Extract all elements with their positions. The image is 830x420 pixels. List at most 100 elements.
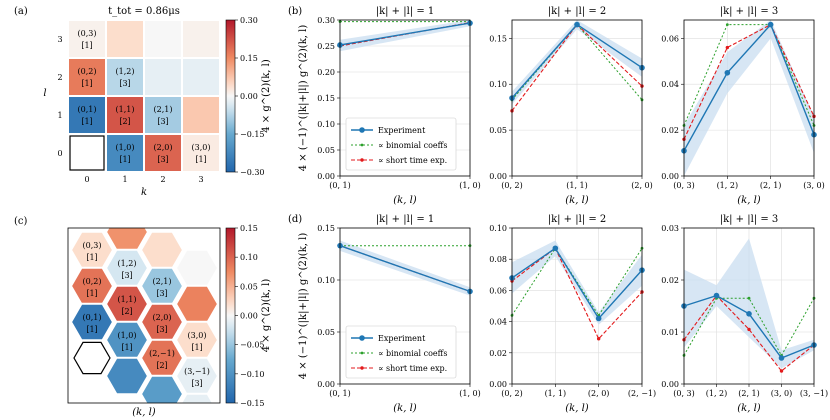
y-tick-label: 0.00: [489, 380, 507, 389]
x-tick-label: (0, 2): [501, 389, 523, 398]
y-tick-label: 0.06: [661, 34, 679, 43]
legend-marker: [359, 335, 365, 341]
chart-title: |k| + |l| = 2: [548, 6, 607, 17]
series-line: [683, 23, 815, 140]
legend-label: Experiment: [378, 126, 426, 135]
heatmap-cell: [181, 133, 221, 173]
data-point: [747, 296, 751, 300]
y-tick-label: 0.05: [317, 328, 335, 337]
series-line: [511, 247, 643, 340]
data-point: [747, 327, 751, 332]
data-point: [778, 355, 785, 361]
legend-label: ∝ short time exp.: [378, 364, 447, 373]
cell-multiplicity: [1]: [191, 343, 202, 352]
heatmap-cell: [143, 95, 183, 135]
cell-label: (0,3): [83, 241, 102, 250]
cell-label: (0,1): [78, 105, 97, 114]
y-tick-label: 0.08: [489, 255, 507, 264]
y-tick-label: 0.01: [661, 328, 679, 337]
chart-title: |k| + |l| = 1: [376, 6, 435, 17]
heatmap-cell: [105, 57, 145, 97]
x-tick-label: (3, 0): [803, 181, 825, 190]
y-tick-label: 0.10: [489, 80, 507, 89]
x-axis-label: k: [141, 187, 147, 198]
cell-multiplicity: [1]: [81, 79, 92, 88]
heatmap-cell: [105, 19, 145, 59]
hex-cell: [139, 230, 185, 270]
colorbar-label: 4 × g^(2)(k, l): [261, 279, 272, 353]
cell-multiplicity: [1]: [81, 41, 92, 50]
cell-multiplicity: [3]: [156, 325, 167, 334]
panel-label: (d): [288, 214, 302, 225]
x-tick-label: (0, 3): [673, 389, 695, 398]
x-tick-label: (1, 0): [459, 389, 481, 398]
y-tick-label: 0.06: [489, 286, 507, 295]
hex-cell: [69, 230, 115, 270]
colorbar-tick-label: −0.15: [240, 399, 265, 408]
hex-cell: [180, 392, 214, 403]
x-tick-label: (2, −1): [628, 389, 656, 398]
cell-multiplicity: [3]: [121, 271, 132, 280]
series-line: [511, 247, 643, 320]
chart-title: |k| + |l| = 3: [720, 6, 779, 17]
heatmap-cell: [67, 95, 107, 135]
data-point: [574, 21, 580, 28]
heatmap-cell: [67, 19, 107, 59]
cell-label: (1,2): [118, 259, 137, 268]
x-tick-label: (2, 1): [760, 181, 782, 190]
legend-box: [345, 325, 457, 379]
heatmap-cell: [143, 57, 183, 97]
x-tick-label: (1, 0): [459, 181, 481, 190]
plot-frame: [339, 19, 471, 177]
hex-cell: [69, 266, 115, 306]
cell-label: (2,1): [153, 277, 172, 286]
cell-multiplicity: [3]: [157, 117, 168, 126]
hex-frame: [67, 227, 221, 404]
cell-label: (3,−1): [184, 367, 210, 376]
cell-label: (0,1): [83, 313, 102, 322]
cell-label: (1,0): [116, 143, 135, 152]
hex-cell: [174, 320, 220, 360]
cell-multiplicity: [3]: [119, 79, 130, 88]
y-tick-label: 0.05: [489, 126, 507, 135]
panel-label: (b): [288, 6, 302, 17]
x-tick-label: (2, 0): [588, 389, 610, 398]
y-tick-label: 0.03: [661, 224, 679, 233]
x-tick-label: (0, 1): [329, 181, 351, 190]
data-point: [552, 245, 559, 252]
data-point: [725, 45, 730, 50]
colorbar-tick-label: 0.00: [240, 312, 258, 321]
y-tick-label: 0.15: [317, 94, 335, 103]
heatmap-cell: [143, 133, 183, 173]
legend-label: ∝ binomial coeffs: [378, 349, 447, 358]
data-point: [713, 292, 720, 299]
y-tick-label: 0.04: [489, 318, 507, 327]
colorbar: [225, 227, 236, 404]
data-point: [725, 23, 729, 26]
heatmap-cell: [143, 19, 183, 59]
colorbar-tick-label: 0.30: [240, 16, 258, 25]
x-tick-label: (3, −1): [800, 389, 828, 398]
chart-title: t_tot = 0.86μs: [108, 6, 180, 17]
cell-label: (2,0): [154, 143, 173, 152]
chart-title: |k| + |l| = 2: [548, 214, 607, 225]
hex-cell: [139, 266, 185, 306]
x-axis-label: (k, l): [737, 195, 761, 206]
cell-multiplicity: [1]: [86, 289, 97, 298]
hex-cell: [139, 302, 185, 342]
x-axis-label: (k, l): [565, 403, 589, 414]
cell-label: (2,1): [154, 105, 173, 114]
cell-label: (0,2): [78, 67, 97, 76]
series-line: [683, 294, 815, 372]
y-tick-label: 0.05: [317, 146, 335, 155]
series-line: [683, 23, 815, 152]
heatmap-cell: [69, 135, 105, 171]
data-point: [596, 337, 601, 341]
cell-label: (2,0): [153, 313, 172, 322]
data-point: [724, 69, 731, 76]
heatmap-cell: [181, 19, 221, 59]
y-tick-label: 0.30: [317, 16, 335, 25]
colorbar-tick-label: −0.15: [240, 130, 265, 139]
colorbar-tick-label: −0.05: [240, 341, 265, 350]
